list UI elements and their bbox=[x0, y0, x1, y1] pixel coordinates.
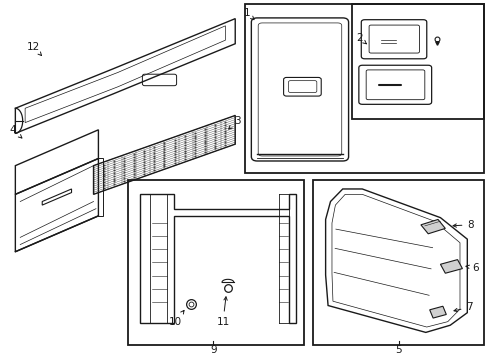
Text: 11: 11 bbox=[217, 297, 230, 327]
Polygon shape bbox=[430, 306, 446, 318]
Text: 5: 5 bbox=[395, 345, 402, 355]
Bar bbox=[314, 180, 485, 345]
Polygon shape bbox=[421, 220, 445, 234]
Text: 7: 7 bbox=[454, 302, 473, 312]
Text: 10: 10 bbox=[169, 310, 184, 327]
Bar bbox=[245, 4, 485, 173]
Text: 6: 6 bbox=[466, 263, 479, 273]
Text: 9: 9 bbox=[210, 345, 217, 355]
Bar bbox=[352, 4, 485, 119]
Text: 2: 2 bbox=[357, 33, 367, 44]
Bar bbox=[128, 180, 304, 345]
Text: 1: 1 bbox=[244, 8, 254, 20]
Text: 3: 3 bbox=[229, 116, 241, 129]
Polygon shape bbox=[441, 260, 463, 273]
Text: 8: 8 bbox=[453, 220, 474, 230]
Text: 4: 4 bbox=[10, 125, 22, 138]
Text: 12: 12 bbox=[27, 42, 42, 55]
